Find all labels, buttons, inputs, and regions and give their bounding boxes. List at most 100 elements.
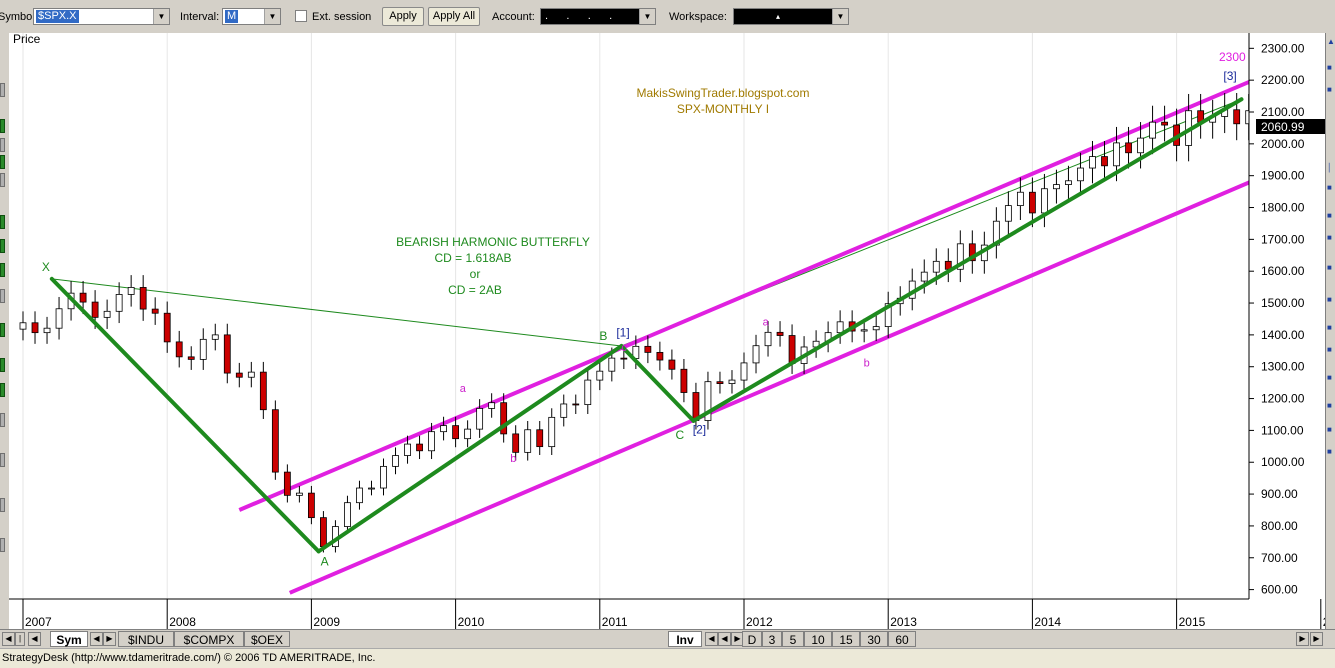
pattern-ratio-2: CD = 2AB: [448, 283, 502, 297]
indicator-marker[interactable]: [0, 358, 5, 372]
candle-body: [872, 326, 880, 331]
drawing-tool-icon[interactable]: ■: [1327, 373, 1332, 382]
candle-body: [1137, 137, 1144, 154]
scroll-last-icon[interactable]: ▶: [1310, 632, 1323, 646]
scroll-first-icon[interactable]: ◀: [705, 632, 718, 646]
candle-body: [175, 341, 183, 358]
tab-symbol-oex[interactable]: $OEX: [244, 631, 290, 647]
indicator-marker[interactable]: [0, 215, 5, 229]
indicator-marker[interactable]: [0, 119, 5, 133]
tab-interval-10[interactable]: 10: [804, 631, 832, 647]
drawing-tool-icon[interactable]: ■: [1327, 211, 1332, 220]
account-value[interactable]: . . . .: [545, 10, 613, 22]
symbol-value[interactable]: $SPX.X: [36, 10, 79, 23]
interval-label: Interval:: [180, 10, 220, 23]
indicator-marker[interactable]: [0, 323, 5, 337]
candle-body: [572, 403, 580, 406]
scroll-prev-icon[interactable]: ◀: [718, 632, 731, 646]
pattern-title: BEARISH HARMONIC BUTTERFLY: [396, 235, 590, 249]
tab-interval-3[interactable]: 3: [762, 631, 782, 647]
scroll-prev-icon[interactable]: ◀: [28, 632, 41, 646]
indicator-marker[interactable]: [0, 138, 5, 152]
drawing-tool-icon[interactable]: ■: [1327, 233, 1332, 242]
candle-body: [199, 338, 207, 360]
scroll-left-icon[interactable]: |: [15, 632, 25, 646]
chevron-down-icon[interactable]: ▼: [832, 9, 848, 24]
indicator-marker[interactable]: [0, 83, 5, 97]
drawing-tool-icon[interactable]: ■: [1327, 345, 1332, 354]
indicator-marker[interactable]: [0, 413, 5, 427]
last-price-badge: [1256, 119, 1325, 134]
candle-body: [1161, 121, 1168, 126]
drawing-tool-icon[interactable]: ■: [1327, 447, 1332, 456]
account-combobox[interactable]: . . . . ▼: [540, 8, 656, 25]
pattern-point-label: C: [676, 428, 685, 442]
drawing-tool-icon[interactable]: ■: [1327, 323, 1332, 332]
candle-body: [163, 312, 171, 343]
candle-body: [307, 492, 315, 519]
interval-value[interactable]: M: [225, 10, 239, 23]
scroll-first-icon[interactable]: ◀: [2, 632, 15, 646]
candle-body: [1065, 180, 1072, 185]
price-chart[interactable]: Price MakisSwingTrader.blogspot.com SPX-…: [9, 33, 1325, 629]
ext-session-checkbox[interactable]: [295, 10, 307, 22]
pattern-leg: [619, 344, 696, 423]
indicator-marker[interactable]: [0, 538, 5, 552]
status-text: StrategyDesk (http://www.tdameritrade.co…: [2, 652, 376, 664]
tab-sym[interactable]: Sym: [50, 631, 88, 647]
candle-body: [392, 455, 399, 467]
tab-symbol-compx[interactable]: $COMPX: [174, 631, 244, 647]
drawing-tool-icon[interactable]: │: [1327, 163, 1332, 172]
indicator-marker[interactable]: [0, 289, 5, 303]
pattern-point-label: A: [321, 554, 329, 568]
candle-body: [211, 334, 219, 340]
apply-all-button[interactable]: Apply All: [428, 7, 480, 26]
drawing-tool-icon[interactable]: ■: [1327, 63, 1332, 72]
chevron-down-icon[interactable]: ▼: [639, 9, 655, 24]
price-tick-label: 1300.00: [1261, 360, 1305, 374]
candle-body: [968, 243, 976, 262]
drawing-tool-icon[interactable]: ■: [1327, 263, 1332, 272]
indicator-marker[interactable]: [0, 498, 5, 512]
apply-button[interactable]: Apply: [382, 7, 424, 26]
symbol-combobox[interactable]: $SPX.X ▼: [33, 8, 170, 25]
pattern-point-label: B: [599, 329, 607, 343]
indicator-marker[interactable]: [0, 383, 5, 397]
tab-interval-d[interactable]: D: [742, 631, 762, 647]
candle-body: [1004, 205, 1012, 222]
drawing-tool-icon[interactable]: ■: [1327, 183, 1332, 192]
time-tick-label: 2011: [602, 615, 628, 629]
drawing-tool-icon[interactable]: ■: [1327, 425, 1332, 434]
indicator-marker[interactable]: [0, 173, 5, 187]
tab-interval-30[interactable]: 30: [860, 631, 888, 647]
candle-body: [452, 425, 460, 440]
chevron-down-icon[interactable]: ▼: [153, 9, 169, 24]
drawing-tool-icon[interactable]: ■: [1327, 295, 1332, 304]
indicator-marker[interactable]: [0, 453, 5, 467]
candle-body: [1149, 121, 1156, 139]
tab-interval-15[interactable]: 15: [832, 631, 860, 647]
chevron-down-icon[interactable]: ▼: [264, 9, 280, 24]
scroll-next-icon[interactable]: ▶: [1296, 632, 1309, 646]
time-tick-label: 2013: [890, 615, 917, 629]
drawing-tool-icon[interactable]: ■: [1327, 401, 1332, 410]
candle-body: [115, 294, 123, 312]
workspace-value[interactable]: ▴: [776, 12, 781, 21]
indicator-marker[interactable]: [0, 263, 5, 277]
scroll-prev-icon[interactable]: ◀: [90, 632, 103, 646]
indicator-marker[interactable]: [0, 239, 5, 253]
tab-interval-5[interactable]: 5: [782, 631, 804, 647]
tab-interval-60[interactable]: 60: [888, 631, 916, 647]
candle-body: [271, 409, 279, 473]
drawing-tool-icon[interactable]: ■: [1327, 85, 1332, 94]
right-drawing-strip: ▲ ■ ■ │ ■ ■ ■ ■ ■ ■ ■ ■ ■ ■ ■: [1325, 33, 1335, 629]
interval-combobox[interactable]: M ▼: [222, 8, 281, 25]
tab-symbol-indu[interactable]: $INDU: [118, 631, 174, 647]
chart-title: SPX-MONTHLY I: [677, 102, 769, 116]
indicator-marker[interactable]: [0, 155, 5, 169]
candle-body: [31, 322, 39, 334]
scroll-next-icon[interactable]: ▶: [103, 632, 116, 646]
workspace-combobox[interactable]: ▴ ▼: [733, 8, 849, 25]
drawing-tool-icon[interactable]: ▲: [1327, 37, 1335, 46]
tab-inv[interactable]: Inv: [668, 631, 702, 647]
